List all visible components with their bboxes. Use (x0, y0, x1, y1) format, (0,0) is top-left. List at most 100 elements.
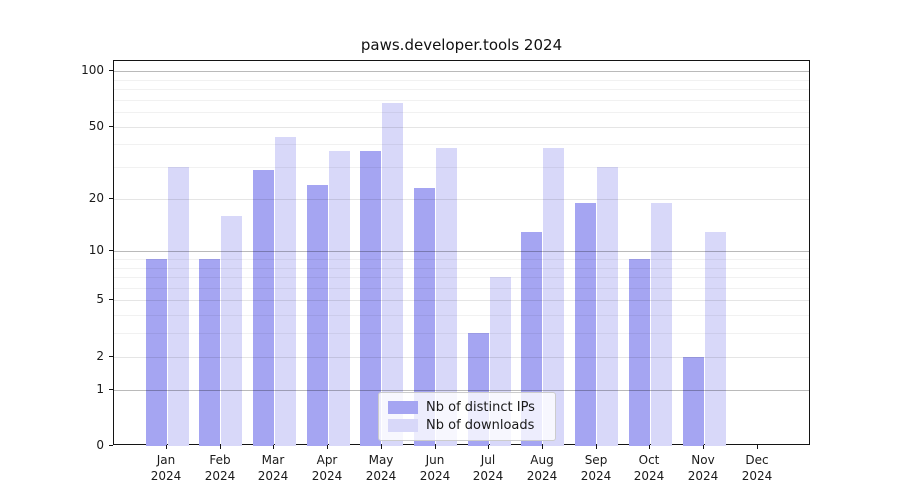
gridline-minor (114, 288, 809, 289)
y-axis-tick (109, 445, 113, 446)
month-label: Mar (261, 453, 285, 467)
chart-title: paws.developer.tools 2024 (360, 36, 563, 54)
month-label: Nov (691, 453, 715, 467)
y-axis-tick-label: 100 (81, 63, 104, 77)
gridline (114, 127, 809, 128)
gridline-minor (114, 80, 809, 81)
legend-swatch-downloads (388, 419, 418, 432)
x-axis-tick (273, 445, 274, 449)
x-axis-tick (220, 445, 221, 449)
bar-distinct-ips-sep (575, 203, 596, 446)
gridline-major (114, 71, 809, 72)
year-label: 2024 (687, 469, 719, 483)
x-axis-tick-label: Oct 2024 (607, 452, 691, 484)
y-axis-tick-label: 2 (96, 349, 104, 363)
x-axis-tick-label: Jan 2024 (124, 452, 208, 484)
month-label: Aug (530, 453, 554, 467)
gridline-major (114, 251, 809, 252)
gridline-minor (114, 268, 809, 269)
x-axis-tick (381, 445, 382, 449)
gridline (114, 300, 809, 301)
gridline-minor (114, 167, 809, 168)
month-label: Dec (745, 453, 769, 467)
x-axis-tick-label: May 2024 (339, 452, 423, 484)
bar-distinct-ips-apr (307, 185, 328, 446)
y-axis-tick-label: 1 (96, 382, 104, 396)
month-label: Sep (584, 453, 608, 467)
y-axis-tick-label: 10 (88, 243, 104, 257)
legend-swatch-distinct-ips (388, 401, 418, 414)
year-label: 2024 (580, 469, 612, 483)
bar-distinct-ips-jun (414, 188, 435, 446)
legend-label-distinct-ips: Nb of distinct IPs (426, 400, 535, 415)
y-axis-tick-label: 20 (88, 191, 104, 205)
bar-distinct-ips-may (360, 151, 381, 446)
month-label: Feb (209, 453, 231, 467)
bar-distinct-ips-oct (629, 259, 650, 446)
x-axis-tick-label: Jun 2024 (393, 452, 477, 484)
year-label: 2024 (526, 469, 558, 483)
x-axis-tick (488, 445, 489, 449)
bar-distinct-ips-mar (253, 170, 274, 446)
y-axis-tick (109, 198, 113, 199)
year-label: 2024 (150, 469, 182, 483)
gridline-minor (114, 333, 809, 334)
bar-downloads-sep (597, 167, 618, 446)
x-axis-tick (649, 445, 650, 449)
gridline-minor (114, 144, 809, 145)
bar-distinct-ips-feb (199, 259, 220, 446)
x-axis-tick-label: Apr 2024 (285, 452, 369, 484)
y-axis-tick-label: 5 (96, 292, 104, 306)
bar-downloads-jun (436, 148, 457, 446)
year-label: 2024 (633, 469, 665, 483)
month-label: Apr (316, 453, 338, 467)
bar-downloads-mar (275, 137, 296, 446)
legend-label-downloads: Nb of downloads (426, 418, 535, 433)
y-axis-tick (109, 389, 113, 390)
y-axis-tick (109, 126, 113, 127)
year-label: 2024 (419, 469, 451, 483)
y-axis-tick (109, 250, 113, 251)
bar-downloads-aug (543, 148, 564, 446)
year-label: 2024 (741, 469, 773, 483)
legend-entry-downloads: Nb of downloads (388, 418, 546, 433)
bar-distinct-ips-jan (146, 259, 167, 446)
bar-downloads-may (382, 103, 403, 446)
month-label: May (368, 453, 394, 467)
x-axis-tick-label: Nov 2024 (661, 452, 745, 484)
bar-downloads-jan (168, 167, 189, 446)
x-axis-tick (703, 445, 704, 449)
gridline-minor (114, 100, 809, 101)
y-axis-tick (109, 356, 113, 357)
month-label: Jan (156, 453, 176, 467)
gridline-minor (114, 89, 809, 90)
plot-area (113, 60, 810, 446)
year-label: 2024 (472, 469, 504, 483)
year-label: 2024 (204, 469, 236, 483)
month-label: Oct (638, 453, 660, 467)
x-axis-tick-label: Jul 2024 (446, 452, 530, 484)
gridline-minor (114, 277, 809, 278)
x-axis-tick-label: Feb 2024 (178, 452, 262, 484)
gridline-minor (114, 259, 809, 260)
x-axis-tick-label: Sep 2024 (554, 452, 638, 484)
y-axis-tick-label: 0 (96, 438, 104, 452)
bar-downloads-feb (221, 216, 242, 446)
x-axis-tick (757, 445, 758, 449)
x-axis-tick-label: Dec 2024 (715, 452, 799, 484)
bar-distinct-ips-nov (683, 357, 704, 446)
bar-downloads-oct (651, 203, 672, 446)
x-axis-tick (542, 445, 543, 449)
year-label: 2024 (365, 469, 397, 483)
x-axis-tick (596, 445, 597, 449)
year-label: 2024 (311, 469, 343, 483)
y-axis-tick (109, 299, 113, 300)
gridline-minor (114, 315, 809, 316)
x-axis-tick (166, 445, 167, 449)
gridline (114, 199, 809, 200)
x-axis-tick (435, 445, 436, 449)
x-axis-tick (327, 445, 328, 449)
gridline-major (114, 390, 809, 391)
bar-downloads-nov (705, 232, 726, 446)
